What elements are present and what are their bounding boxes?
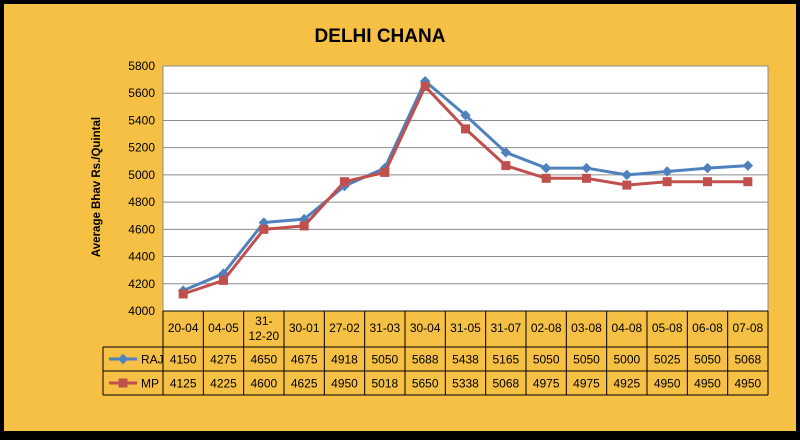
- data-point-raj: [581, 162, 592, 174]
- data-point-mp: [582, 173, 591, 183]
- y-tick-label: 4200: [128, 277, 155, 291]
- data-label-mp: 4225: [210, 377, 237, 391]
- data-label-raj: 5050: [694, 353, 721, 367]
- data-point-mp: [420, 81, 430, 91]
- data-label-raj: 4275: [210, 353, 237, 367]
- data-point-mp: [662, 177, 672, 187]
- legend-marker-mp: [118, 378, 128, 388]
- data-label-mp: 5650: [412, 377, 439, 391]
- data-point-mp: [501, 161, 511, 171]
- data-label-raj: 5025: [654, 353, 681, 367]
- data-point-mp: [259, 224, 269, 234]
- x-tick-label: 31-03: [369, 321, 400, 335]
- data-label-mp: 5068: [492, 377, 519, 391]
- data-label-mp: 4950: [331, 377, 358, 391]
- data-label-mp: 4125: [170, 377, 197, 391]
- data-label-mp: 4975: [533, 377, 560, 391]
- data-label-raj: 4150: [170, 353, 197, 367]
- data-label-raj: 4918: [331, 353, 358, 367]
- data-point-mp: [461, 124, 470, 134]
- legend-marker-raj: [117, 353, 129, 365]
- data-point-mp: [340, 177, 349, 187]
- y-tick-label: 4600: [128, 222, 155, 236]
- data-point-mp: [622, 180, 632, 190]
- data-point-raj: [621, 169, 633, 181]
- data-label-raj: 5050: [371, 353, 398, 367]
- chart-title: DELHI CHANA: [315, 26, 446, 47]
- x-tick-label: 27-02: [329, 321, 360, 335]
- plot-area: [163, 66, 768, 311]
- y-tick-label: 5400: [128, 113, 155, 127]
- data-point-raj: [460, 110, 471, 121]
- x-tick-label: 31-05: [450, 321, 481, 335]
- data-label-raj: 5068: [734, 353, 761, 367]
- data-label-raj: 5438: [452, 353, 479, 367]
- x-tick-label: 20-04: [168, 321, 199, 335]
- data-label-mp: 4600: [250, 377, 277, 391]
- x-tick-label: 05-08: [652, 321, 683, 335]
- data-label-mp: 5338: [452, 377, 479, 391]
- y-axis-label: Average Bhav Rs./Quintal: [91, 117, 103, 257]
- y-tick-label: 5000: [128, 168, 155, 182]
- x-tick-label: 31-07: [490, 321, 521, 335]
- data-label-mp: 4950: [654, 377, 681, 391]
- data-point-mp: [380, 167, 390, 177]
- x-tick-label-line1: 31-: [255, 314, 272, 328]
- y-tick-label: 5200: [128, 141, 155, 155]
- legend-label-mp: MP: [141, 377, 159, 391]
- x-tick-label: 04-05: [208, 321, 239, 335]
- x-tick-label: 06-08: [692, 321, 723, 335]
- x-tick-label: 04-08: [611, 321, 642, 335]
- data-label-mp: 4950: [734, 377, 761, 391]
- data-point-mp: [703, 177, 712, 187]
- data-label-mp: 4925: [613, 377, 640, 391]
- y-tick-label: 4000: [128, 304, 155, 318]
- x-tick-label-line2: 12-20: [248, 329, 279, 343]
- data-point-mp: [541, 173, 551, 183]
- data-label-mp: 4975: [573, 377, 600, 391]
- data-label-raj: 5050: [533, 353, 560, 367]
- data-label-raj: 4675: [291, 353, 318, 367]
- y-tick-label: 4400: [128, 250, 155, 264]
- data-label-mp: 4950: [694, 377, 721, 391]
- y-tick-label: 4800: [128, 195, 155, 209]
- y-tick-label: 5600: [128, 86, 155, 100]
- x-tick-label: 30-04: [410, 321, 441, 335]
- data-label-raj: 5000: [613, 353, 640, 367]
- data-point-raj: [661, 166, 673, 177]
- data-point-raj: [742, 160, 754, 171]
- data-point-mp: [219, 275, 228, 285]
- data-point-raj: [540, 162, 552, 174]
- y-tick-label: 5800: [128, 59, 155, 73]
- data-point-mp: [178, 289, 188, 299]
- data-label-raj: 5688: [412, 353, 439, 367]
- data-label-raj: 5165: [492, 353, 519, 367]
- data-point-raj: [500, 147, 512, 158]
- x-tick-label: 07-08: [732, 321, 763, 335]
- x-tick-label: 03-08: [571, 321, 602, 335]
- x-tick-label: 30-01: [289, 321, 320, 335]
- plot-layer: 4000 4200 4400 4600 4800 5000 5200 5400 5600 5800…: [102, 59, 769, 396]
- legend-label-raj: RAJ: [141, 353, 164, 367]
- data-label-raj: 4650: [250, 353, 277, 367]
- data-label-mp: 4625: [291, 377, 318, 391]
- data-point-mp: [743, 177, 753, 187]
- data-label-mp: 5018: [371, 377, 398, 391]
- data-point-raj: [702, 162, 713, 174]
- data-label-raj: 5050: [573, 353, 600, 367]
- x-tick-label: 02-08: [531, 321, 562, 335]
- data-point-mp: [299, 221, 309, 231]
